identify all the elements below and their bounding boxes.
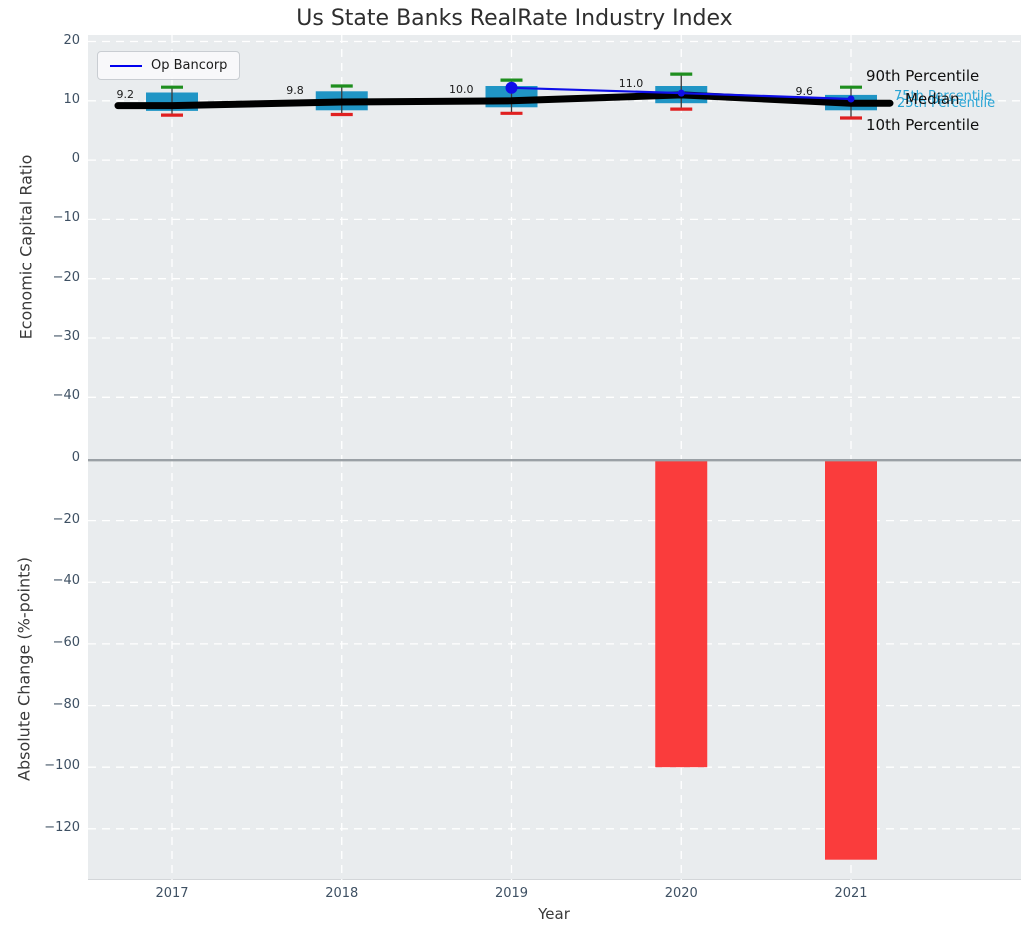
median-value-label: 9.2	[116, 87, 135, 101]
legend: Op Bancorp	[97, 51, 241, 80]
y-axis-label-top: Economic Capital Ratio	[16, 154, 36, 340]
annotation-90th-percentile: 90th Percentile	[866, 67, 980, 85]
annotation-10th-percentile: 10th Percentile	[866, 116, 980, 134]
y-tick-label: −20	[52, 511, 80, 527]
y-axis-label-bottom: Absolute Change (%-points)	[14, 557, 34, 781]
median-value-label: 9.8	[286, 84, 304, 97]
annotation-75th-percentile: 75th Percentile	[894, 89, 993, 104]
boxplot-canvas	[88, 35, 1021, 459]
y-tick-label: −40	[52, 388, 80, 404]
x-tick-label: 2017	[155, 886, 189, 901]
y-tick-label: −100	[44, 758, 80, 774]
annotation-25th-percentile: 25th Percentile	[897, 96, 996, 111]
x-tick-label: 2021	[834, 886, 868, 901]
y-tick-label: 10	[63, 91, 80, 107]
legend-label: Op Bancorp	[151, 58, 228, 73]
axes-top-boxplot	[88, 35, 1021, 459]
change-bar-2021	[825, 459, 877, 860]
annotation-median: Median	[905, 90, 960, 108]
legend-line-sample-icon	[110, 64, 142, 67]
median-line	[114, 91, 894, 110]
y-tick-label: −20	[52, 269, 80, 285]
op-bancorp-point	[505, 81, 518, 94]
op-bancorp-point	[847, 95, 855, 103]
y-tick-label: 20	[63, 32, 80, 48]
x-axis-label: Year	[538, 905, 570, 923]
median-value-label: 10.0	[449, 82, 474, 96]
y-tick-label: 0	[71, 450, 80, 465]
op-bancorp-point	[677, 89, 685, 97]
y-tick-label: −40	[52, 573, 80, 589]
y-tick-label: 0	[71, 151, 80, 167]
median-value-label: 9.6	[795, 85, 814, 99]
x-tick-label: 2020	[664, 886, 698, 901]
x-tick-label: 2019	[494, 886, 529, 901]
y-tick-label: −30	[52, 329, 80, 345]
bar-canvas	[88, 459, 1021, 880]
chart-title: Us State Banks RealRate Industry Index	[296, 6, 733, 31]
change-bar-2020	[655, 459, 708, 768]
y-tick-label: −80	[52, 696, 80, 712]
y-tick-label: −120	[44, 819, 80, 835]
axes-bottom-bars	[88, 459, 1021, 880]
median-value-label: 11.0	[618, 76, 644, 90]
y-tick-label: −60	[52, 634, 80, 650]
x-tick-label: 2018	[325, 886, 359, 901]
y-tick-label: −10	[52, 210, 80, 226]
